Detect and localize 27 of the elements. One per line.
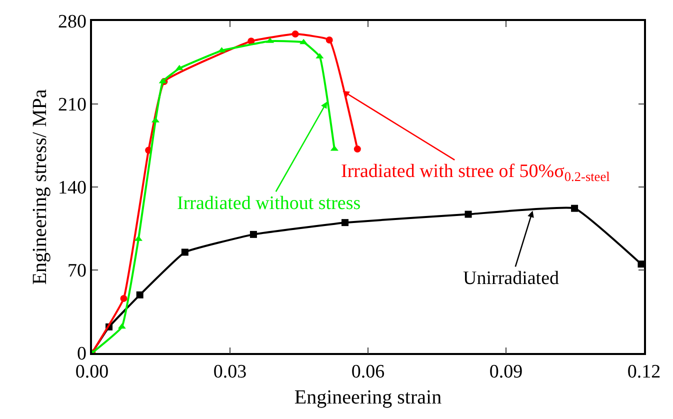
y-tick-label: 140 — [58, 178, 86, 199]
point — [354, 146, 361, 153]
x-tick-label: 0.12 — [627, 362, 661, 383]
point — [136, 291, 144, 298]
point — [181, 248, 188, 256]
point — [342, 219, 348, 226]
x-tick-label: 0.09 — [489, 362, 523, 383]
point — [464, 210, 472, 218]
x-axis-title: Engineering strain — [294, 386, 442, 409]
point — [250, 230, 257, 238]
annotation: Irradiated without stress — [177, 193, 361, 214]
point — [638, 260, 644, 268]
annotation: Unirradiated — [463, 268, 560, 289]
point — [300, 38, 308, 44]
point — [292, 30, 299, 38]
y-axis-title: Engineering stress/ MPa — [28, 89, 51, 285]
y-tick-label: 70 — [67, 260, 86, 282]
y-tick-label: 280 — [58, 12, 86, 33]
point — [175, 64, 184, 70]
point — [120, 294, 128, 302]
x-tick-label: 0.03 — [213, 362, 247, 383]
x-tick-label: 0.06 — [351, 362, 385, 383]
y-tick-label: 210 — [58, 94, 86, 116]
point — [571, 204, 578, 212]
point — [118, 323, 126, 329]
point — [326, 36, 333, 44]
annotation: Irradiated with stree of 50%σ$_{0.2-steel}$ — [341, 161, 610, 184]
